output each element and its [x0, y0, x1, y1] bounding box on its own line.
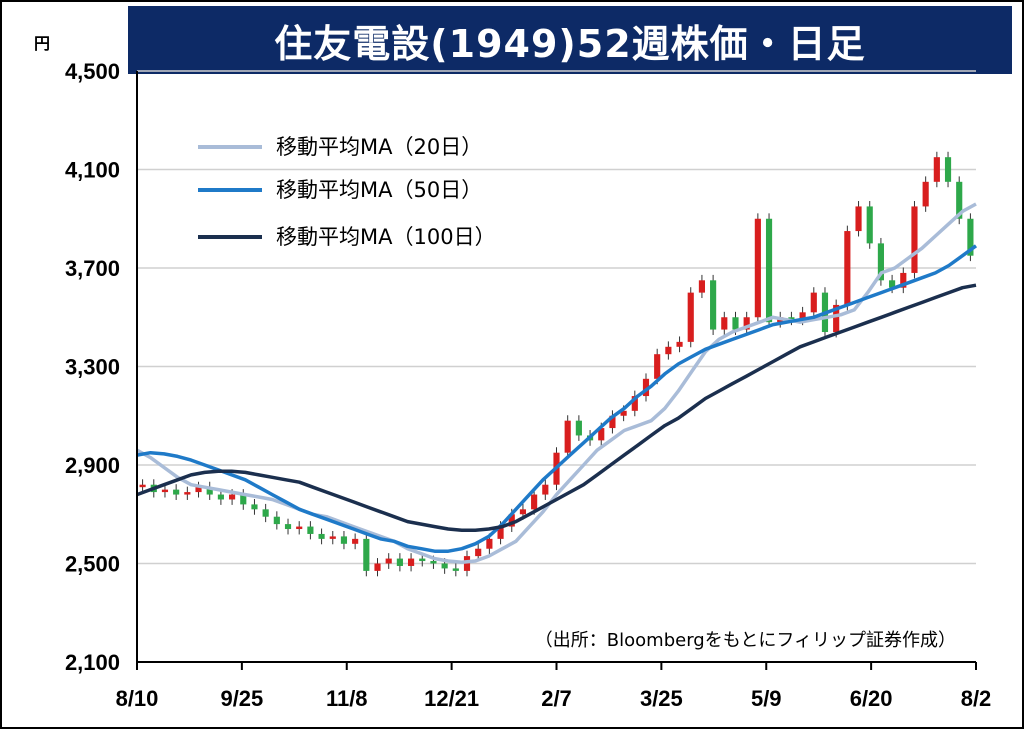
y-tick-label: 3,300 — [65, 355, 120, 380]
candle-body — [184, 492, 191, 495]
candle-body — [922, 181, 929, 207]
candle-body — [396, 558, 403, 566]
candle-body — [318, 533, 325, 539]
candle-body — [564, 420, 571, 453]
x-tick-label: 2/7 — [541, 686, 572, 711]
candle-body — [911, 206, 918, 273]
candle-body — [944, 157, 952, 182]
candle-body — [956, 181, 963, 219]
candle-body — [710, 280, 717, 330]
candle-body — [889, 280, 896, 288]
candle-body — [161, 489, 169, 493]
candle-body — [687, 292, 694, 342]
candle-body — [542, 484, 549, 495]
candle-body — [855, 206, 862, 232]
candle-body — [385, 558, 392, 564]
candle-body — [754, 218, 761, 318]
candle-body — [810, 292, 817, 313]
candle-body — [698, 280, 706, 293]
candle-body — [284, 524, 292, 530]
candle-body — [598, 428, 605, 441]
candle-body — [721, 317, 728, 330]
x-tick-label: 6/20 — [850, 686, 893, 711]
candle-body — [229, 494, 236, 500]
candle-body — [833, 304, 840, 333]
title-bar: 住友電設(1949)52週株価・日足 — [128, 6, 1012, 74]
candle-body — [609, 415, 616, 429]
x-tick-label: 8/2 — [961, 686, 992, 711]
candle-body — [363, 538, 370, 571]
y-tick-label: 2,100 — [65, 650, 120, 675]
candle-body — [329, 536, 336, 539]
candle-body — [497, 526, 504, 539]
y-tick-label: 2,900 — [65, 453, 120, 478]
candle-body — [139, 484, 146, 488]
candle-body — [374, 563, 381, 571]
legend-label-ma20: 移動平均MA（20日） — [276, 135, 482, 159]
candle-body — [206, 487, 213, 495]
candle-body — [933, 157, 940, 182]
candle-body — [654, 354, 661, 379]
candle-body — [173, 489, 180, 495]
candle-body — [508, 514, 515, 527]
candle-body — [441, 563, 448, 569]
y-tick-label: 2,500 — [65, 552, 120, 577]
candle-body — [866, 206, 873, 244]
y-tick-label: 4,100 — [65, 158, 120, 183]
candle-body — [475, 548, 482, 557]
candle-body — [877, 243, 884, 281]
y-unit-label: 円 — [34, 34, 51, 53]
legend-label-ma50: 移動平均MA（50日） — [276, 178, 482, 202]
candle-body — [340, 536, 348, 544]
legend-label-ma100: 移動平均MA（100日） — [276, 225, 496, 249]
candle-body — [531, 494, 538, 510]
candle-body — [407, 558, 415, 566]
candle-body — [273, 516, 280, 525]
ma20-line — [136, 202, 977, 565]
candle-body — [486, 538, 493, 549]
candle-body — [765, 218, 773, 323]
chart-title: 住友電設(1949)52週株価・日足 — [274, 21, 866, 66]
x-tick-label: 9/25 — [220, 686, 263, 711]
ma100-line — [136, 283, 977, 533]
candle-body — [262, 509, 269, 517]
candle-body — [575, 420, 582, 436]
candle-body — [240, 494, 247, 505]
candle-body — [676, 341, 683, 347]
candle-body — [732, 317, 739, 330]
candle-body — [799, 312, 806, 320]
x-tick-label: 11/8 — [326, 686, 368, 711]
x-tick-label: 8/10 — [116, 686, 159, 711]
candle-body — [665, 346, 672, 355]
candle-body — [631, 396, 638, 411]
candle-body — [900, 272, 907, 288]
candle-body — [620, 410, 627, 416]
candle-body — [788, 317, 795, 320]
y-tick-label: 3,700 — [65, 256, 120, 281]
candle-body — [743, 317, 750, 330]
candle-body — [967, 218, 974, 256]
candle-body — [452, 568, 459, 571]
candle-body — [844, 231, 851, 305]
candle-body — [352, 538, 359, 544]
candle-body — [251, 504, 258, 510]
ma50-line — [136, 244, 978, 553]
candle-body — [642, 378, 650, 397]
candle-body — [296, 526, 303, 530]
candle-body — [519, 509, 527, 515]
x-tick-label: 12/21 — [424, 686, 479, 711]
candle-body — [307, 526, 314, 534]
source-note: （出所：Bloombergをもとにフィリップ証券作成） — [535, 630, 956, 651]
x-tick-label: 5/9 — [751, 686, 782, 711]
candle-body — [430, 561, 437, 564]
y-tick-label: 4,500 — [65, 59, 120, 84]
candle-body — [419, 558, 426, 562]
x-tick-label: 3/25 — [640, 686, 683, 711]
candle-body — [217, 494, 224, 500]
candle-body — [195, 487, 202, 493]
